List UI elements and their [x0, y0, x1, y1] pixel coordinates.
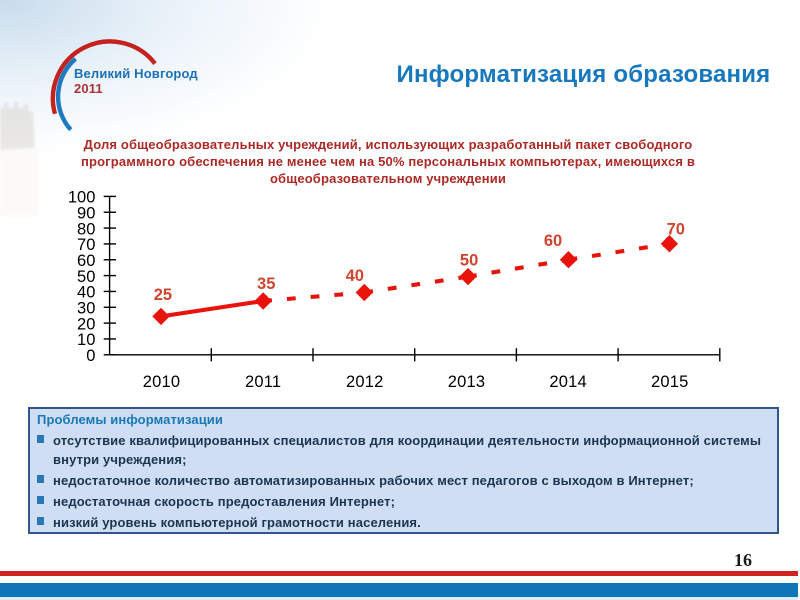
svg-text:50: 50 [77, 268, 95, 286]
svg-text:2015: 2015 [651, 373, 689, 391]
svg-text:100: 100 [68, 189, 96, 207]
svg-text:2012: 2012 [346, 373, 384, 391]
svg-text:30: 30 [77, 299, 95, 317]
svg-text:10: 10 [77, 331, 95, 349]
svg-text:2010: 2010 [143, 373, 181, 391]
svg-text:35: 35 [257, 275, 275, 293]
svg-text:90: 90 [77, 204, 95, 222]
svg-text:25: 25 [154, 286, 172, 304]
svg-text:40: 40 [346, 267, 364, 285]
svg-text:20: 20 [77, 315, 95, 333]
svg-text:50: 50 [460, 251, 478, 269]
svg-text:2014: 2014 [549, 373, 587, 391]
svg-text:70: 70 [77, 236, 95, 254]
svg-text:40: 40 [77, 284, 95, 302]
svg-text:60: 60 [544, 232, 562, 250]
svg-text:80: 80 [77, 220, 95, 238]
svg-text:0: 0 [86, 347, 95, 365]
svg-text:60: 60 [77, 252, 95, 270]
svg-text:2011: 2011 [245, 373, 281, 391]
svg-text:2013: 2013 [448, 373, 486, 391]
svg-text:70: 70 [667, 221, 685, 239]
